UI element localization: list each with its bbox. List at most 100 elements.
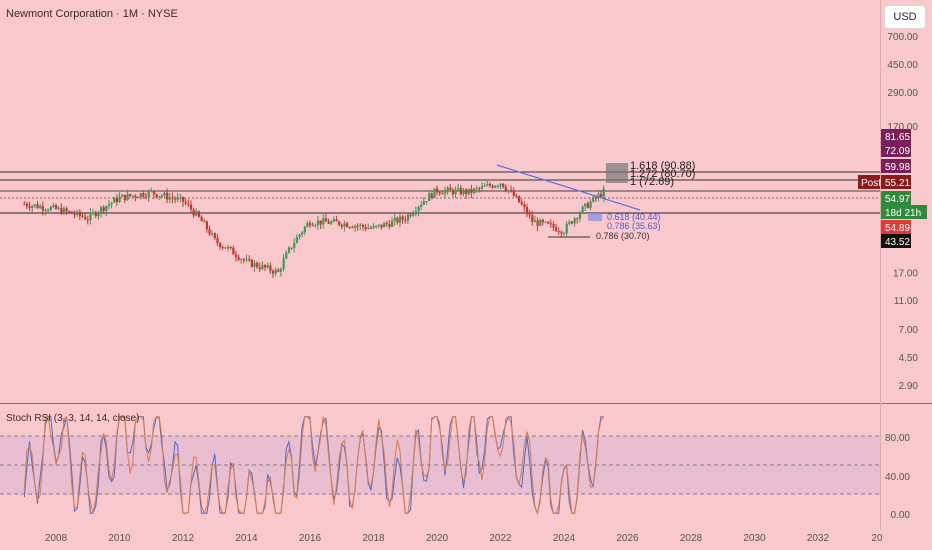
candle-body: [160, 195, 164, 197]
price-label-text: 72.09: [885, 146, 910, 157]
candle-body: [385, 223, 388, 225]
time-axis-tick: 2018: [362, 533, 385, 544]
candle-body: [110, 202, 113, 205]
candle-body: [261, 264, 264, 269]
candle-body: [147, 190, 150, 198]
candle-body: [327, 221, 330, 224]
post-badge: [858, 175, 880, 189]
candle-body: [245, 259, 248, 261]
candle-body: [134, 195, 137, 198]
candle-body: [250, 259, 253, 268]
candle-body: [213, 233, 216, 239]
candle-body: [443, 190, 447, 194]
fib-extension-label: 1.618 (90.88): [630, 160, 695, 172]
time-axis-tick: 2032: [807, 533, 830, 544]
candle-body: [356, 225, 359, 227]
candle-body: [600, 193, 603, 197]
time-axis-tick: 2014: [235, 533, 258, 544]
candle-body: [475, 188, 478, 190]
candle-body: [332, 219, 336, 222]
candle-body: [78, 211, 82, 216]
candle-body: [504, 187, 507, 191]
time-axis-tick: 2022: [489, 533, 512, 544]
candle-body: [430, 193, 433, 198]
time-axis-tick: 2012: [172, 533, 195, 544]
candle-body: [216, 238, 219, 243]
candle-body: [322, 218, 325, 225]
candle-body: [81, 215, 84, 217]
candle-body: [391, 220, 394, 227]
candle-body: [383, 223, 386, 228]
candle-body: [129, 193, 132, 196]
time-axis-tick: 2024: [553, 533, 576, 544]
candle-body: [441, 193, 444, 195]
candle-body: [264, 264, 267, 268]
candle-body: [68, 211, 71, 213]
candle-body: [515, 195, 518, 197]
candle-body: [528, 214, 531, 216]
currency-button[interactable]: USD: [884, 5, 926, 29]
candle-body: [375, 225, 378, 227]
candle-body: [44, 210, 47, 212]
price-label-text: 55.21: [885, 178, 910, 189]
candle-body: [57, 207, 60, 209]
candle-body: [576, 218, 579, 220]
candle-body: [428, 193, 431, 202]
candle-body: [121, 194, 124, 197]
price-label-box: [881, 129, 911, 143]
time-axis-tick: 2020: [426, 533, 449, 544]
candle-body: [107, 204, 111, 206]
candle-body: [451, 189, 455, 195]
candle-body: [295, 237, 298, 244]
fib-retracement-box: [588, 213, 602, 221]
candle-body: [541, 219, 545, 223]
candle-body: [351, 227, 354, 229]
candle-body: [316, 220, 320, 225]
price-label-box: [881, 175, 911, 189]
rsi-axis-tick: 40.00: [885, 472, 910, 483]
candle-body: [348, 227, 351, 229]
candle-body: [480, 186, 484, 189]
candle-body: [242, 259, 246, 261]
candle-body: [155, 194, 158, 197]
time-axis-tick: 2030: [743, 533, 766, 544]
trendline: [496, 164, 641, 211]
price-label-box: [881, 191, 911, 205]
fib-retracement-label: 0.618 (40.44): [607, 212, 661, 222]
candle-body: [473, 188, 476, 193]
candle-body: [597, 193, 600, 198]
candle-body: [549, 223, 552, 225]
candle-body: [565, 223, 568, 234]
price-label-text: 18d 21h: [885, 208, 921, 219]
candle-body: [301, 232, 304, 235]
candle-body: [502, 183, 505, 188]
candle-body: [338, 221, 341, 225]
candle-body: [496, 185, 500, 187]
candle-body: [330, 221, 333, 224]
candle-body: [171, 197, 174, 199]
candle-body: [25, 203, 29, 207]
candle-body: [533, 220, 537, 223]
time-axis-tick: 2016: [299, 533, 322, 544]
candle-body: [187, 203, 190, 205]
candle-body: [309, 223, 312, 226]
candle-body: [139, 193, 142, 198]
candle-body: [285, 252, 288, 259]
fib-extension-box: [606, 163, 628, 183]
candle-body: [208, 229, 211, 235]
candle-body: [552, 223, 555, 228]
price-axis-tick: 700.00: [887, 32, 918, 43]
candle-body: [510, 190, 513, 192]
candle-body: [142, 193, 145, 197]
candle-body: [586, 203, 590, 208]
candle-body: [324, 218, 328, 222]
candle-body: [393, 217, 396, 221]
candle-body: [97, 212, 100, 217]
candle-body: [483, 185, 486, 187]
candle-body: [319, 220, 322, 225]
candle-body: [290, 247, 293, 249]
candle-body: [523, 204, 526, 208]
candle-body: [219, 242, 222, 248]
candle-body: [547, 221, 550, 224]
